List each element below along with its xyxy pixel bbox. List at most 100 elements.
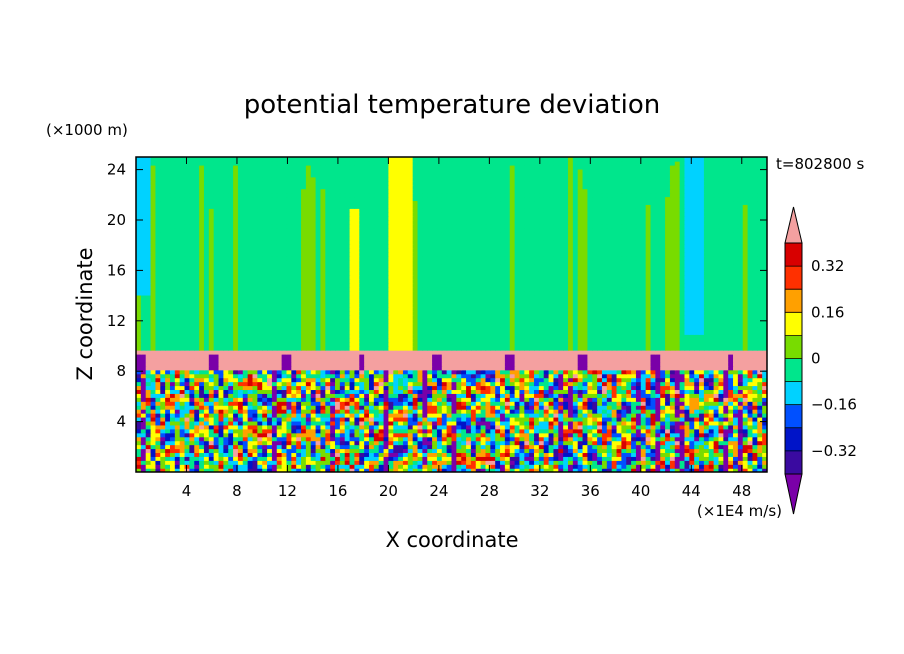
heatmap-cell bbox=[655, 369, 661, 375]
heatmap-cell bbox=[203, 460, 210, 465]
heatmap-cell bbox=[174, 432, 181, 438]
heatmap-cell bbox=[145, 338, 152, 343]
heatmap-cell bbox=[446, 369, 453, 375]
heatmap-cell bbox=[747, 468, 754, 472]
heatmap-cell bbox=[742, 357, 749, 363]
heatmap-cell bbox=[194, 397, 200, 402]
heatmap-cell bbox=[669, 389, 676, 394]
heatmap-cell bbox=[388, 318, 394, 324]
heatmap-cell bbox=[174, 326, 181, 331]
heatmap-cell bbox=[383, 342, 390, 347]
heatmap-cell bbox=[509, 357, 516, 363]
heatmap-cell bbox=[621, 361, 627, 367]
heatmap-cell bbox=[432, 436, 438, 442]
heatmap-cell bbox=[665, 373, 671, 379]
heatmap-cell bbox=[762, 424, 767, 430]
heatmap-cell bbox=[344, 444, 351, 450]
heatmap-cell bbox=[577, 448, 584, 454]
heatmap-cell bbox=[490, 456, 496, 461]
heatmap-cell bbox=[694, 338, 700, 343]
heatmap-cell bbox=[271, 318, 278, 324]
heatmap-cell bbox=[320, 405, 326, 410]
heatmap-cell bbox=[291, 346, 297, 351]
heatmap-cell bbox=[495, 405, 501, 410]
heatmap-cell bbox=[276, 428, 283, 434]
heatmap-cell bbox=[174, 412, 181, 418]
heatmap-cell bbox=[228, 468, 234, 472]
heatmap-cell bbox=[504, 361, 511, 367]
heatmap-cell bbox=[451, 420, 458, 426]
heatmap-cell bbox=[684, 460, 691, 465]
heatmap-cell bbox=[538, 416, 545, 422]
heatmap-cell bbox=[626, 353, 632, 359]
heatmap-cell bbox=[567, 342, 574, 347]
heatmap-cell bbox=[320, 385, 326, 391]
heatmap-cell bbox=[223, 349, 229, 355]
heatmap-cell bbox=[310, 361, 317, 367]
heatmap-cell bbox=[286, 420, 293, 426]
heatmap-cell bbox=[402, 405, 409, 410]
heatmap-cell bbox=[650, 381, 657, 387]
heatmap-cell bbox=[660, 361, 666, 367]
heatmap-cell bbox=[548, 397, 555, 402]
heatmap-cell bbox=[543, 436, 550, 442]
heatmap-cell bbox=[432, 432, 438, 438]
heatmap-cell bbox=[529, 405, 535, 410]
heatmap-cell bbox=[451, 381, 458, 387]
heatmap-cell bbox=[631, 326, 637, 331]
heatmap-cell bbox=[189, 412, 195, 418]
heatmap-cell bbox=[364, 330, 370, 335]
heatmap-cell bbox=[330, 464, 336, 469]
heatmap-cell bbox=[301, 464, 307, 469]
heatmap-cell bbox=[417, 330, 424, 335]
heatmap-cell bbox=[233, 393, 239, 398]
heatmap-cell bbox=[495, 322, 501, 328]
heatmap-cell bbox=[461, 460, 467, 465]
heatmap-cell bbox=[208, 346, 215, 351]
heatmap-cell bbox=[165, 456, 171, 461]
heatmap-cell bbox=[301, 338, 307, 343]
heatmap-cell bbox=[665, 432, 671, 438]
heatmap-cell bbox=[160, 365, 166, 371]
heatmap-cell bbox=[567, 369, 574, 375]
heatmap-cell bbox=[368, 389, 375, 394]
heatmap-cell bbox=[553, 389, 559, 394]
heatmap-cell bbox=[174, 322, 181, 328]
heatmap-cell bbox=[582, 365, 589, 371]
heatmap-cell bbox=[461, 448, 467, 454]
heatmap-cell bbox=[136, 357, 142, 363]
heatmap-cell bbox=[305, 424, 312, 430]
heatmap-cell bbox=[572, 444, 579, 450]
heatmap-cell bbox=[626, 468, 632, 472]
heatmap-cell bbox=[504, 412, 511, 418]
heatmap-cell bbox=[267, 468, 273, 472]
heatmap-cell bbox=[325, 365, 331, 371]
heatmap-cell bbox=[558, 357, 564, 363]
heatmap-cell bbox=[145, 381, 152, 387]
heatmap-cell bbox=[674, 373, 681, 379]
heatmap-cell bbox=[504, 389, 511, 394]
heatmap-cell bbox=[276, 365, 283, 371]
heatmap-cell bbox=[199, 405, 205, 410]
heatmap-cell bbox=[597, 401, 603, 406]
heatmap-cell bbox=[402, 381, 409, 387]
heatmap-cell bbox=[344, 365, 351, 371]
heatmap-cell bbox=[286, 412, 293, 418]
heatmap-cell bbox=[344, 361, 351, 367]
heatmap-cell bbox=[703, 373, 710, 379]
heatmap-cell bbox=[223, 452, 229, 457]
heatmap-cell bbox=[257, 424, 263, 430]
heatmap-cell bbox=[242, 401, 249, 406]
heatmap-cell bbox=[703, 397, 710, 402]
heatmap-cell bbox=[723, 424, 729, 430]
heatmap-cell bbox=[383, 428, 390, 434]
heatmap-cell bbox=[291, 412, 297, 418]
heatmap-cell bbox=[203, 444, 210, 450]
heatmap-cell bbox=[519, 369, 525, 375]
heatmap-cell bbox=[728, 342, 734, 347]
heatmap-cell bbox=[339, 405, 346, 410]
heatmap-cell bbox=[359, 342, 365, 347]
heatmap-cell bbox=[412, 342, 419, 347]
heatmap-cell bbox=[708, 349, 715, 355]
heatmap-cell bbox=[402, 468, 409, 472]
